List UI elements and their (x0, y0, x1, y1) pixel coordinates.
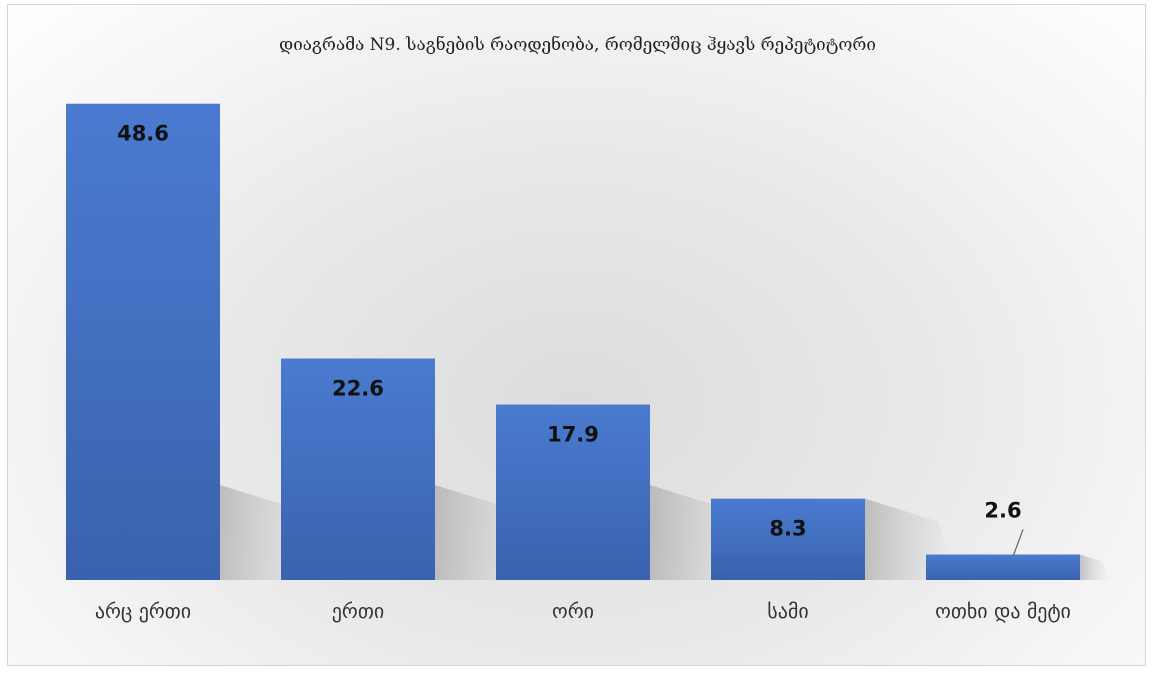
chart-area: დიაგრამა N9. საგნების რაოდენობა, რომელში… (7, 4, 1146, 666)
bar (281, 358, 435, 580)
category-label: არც ერთი (95, 599, 191, 623)
data-label: 17.9 (547, 423, 599, 447)
data-label: 48.6 (117, 122, 169, 146)
leader-line (1012, 529, 1024, 557)
data-label: 8.3 (769, 517, 806, 541)
bar (926, 554, 1080, 580)
category-label: ერთი (332, 599, 384, 623)
bar-shadow (1080, 554, 1110, 580)
bar (66, 103, 220, 580)
category-label: ორი (552, 599, 594, 623)
data-label: 22.6 (332, 377, 384, 401)
bar-chart: 48.6 არც ერთი 22.6 ერთი 17.9 ორი 8.3 სამი 2.6 ოთხ… (66, 103, 1110, 623)
chart-title: დიაგრამა N9. საგნების რაოდენობა, რომელში… (279, 35, 876, 55)
bar (711, 498, 865, 580)
bar (496, 404, 650, 580)
data-label: 2.6 (984, 499, 1021, 523)
category-label: ოთხი და მეტი (935, 599, 1071, 623)
category-label: სამი (767, 599, 808, 623)
